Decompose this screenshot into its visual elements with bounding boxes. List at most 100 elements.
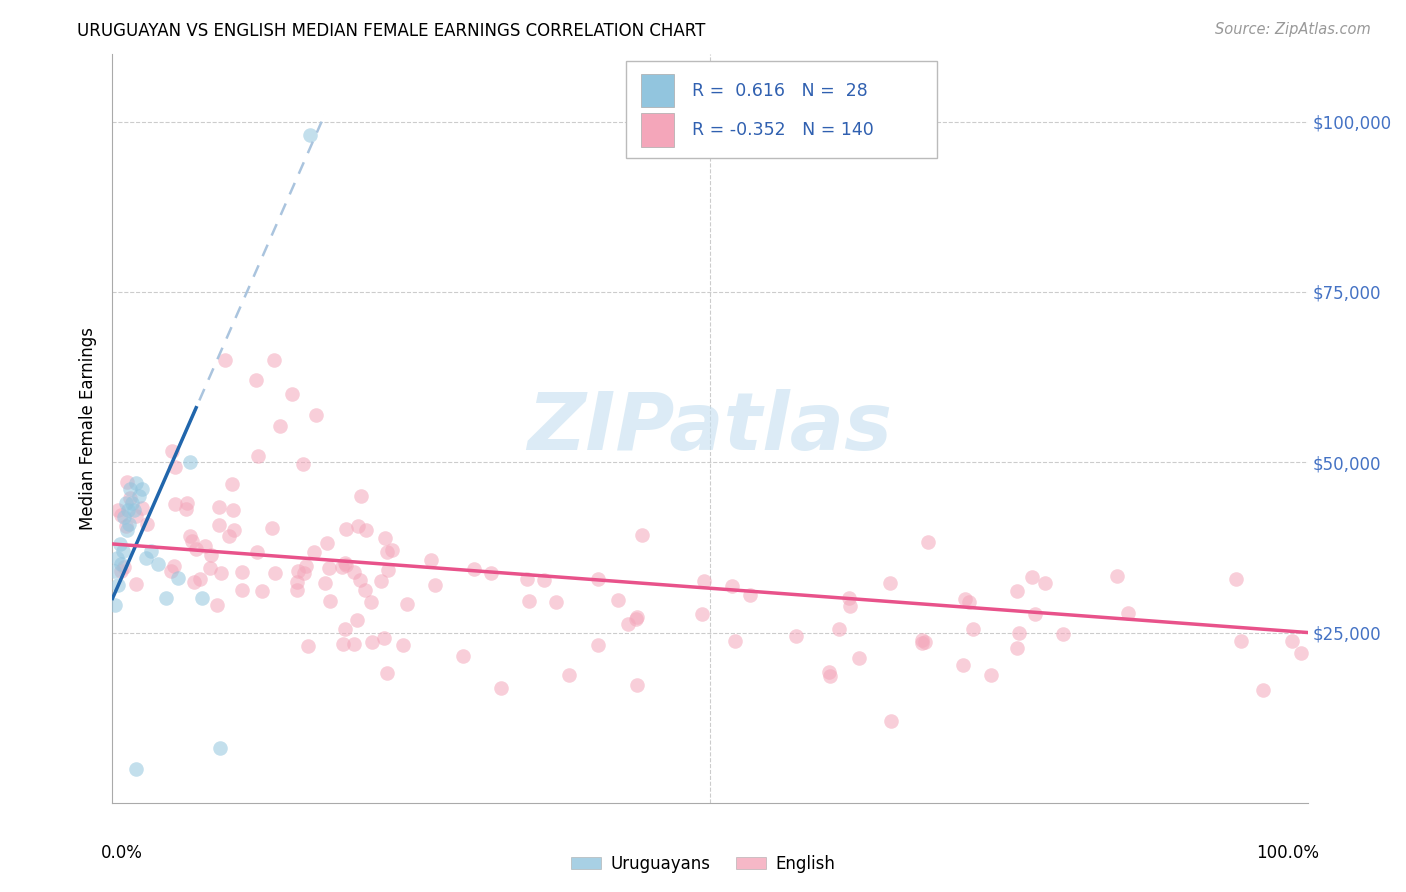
Text: 0.0%: 0.0% (101, 844, 142, 862)
Point (304, 544, 326, 558)
Point (879, 576, 901, 591)
Point (626, 678, 648, 692)
Point (346, 613, 368, 627)
FancyBboxPatch shape (627, 61, 938, 159)
Point (914, 635, 936, 649)
Point (115, 475, 138, 490)
Point (343, 565, 366, 579)
Point (118, 516, 141, 531)
Point (1251, 683, 1274, 698)
Point (724, 633, 747, 648)
Point (108, 537, 131, 551)
Point (120, 483, 142, 497)
Point (245, 374, 267, 388)
Point (163, 497, 186, 511)
Point (911, 633, 934, 648)
Point (318, 561, 340, 575)
Point (839, 599, 862, 614)
Point (115, 524, 138, 538)
Point (1289, 646, 1312, 660)
Point (285, 575, 308, 590)
Point (820, 669, 842, 683)
Point (558, 668, 581, 682)
Point (419, 553, 441, 567)
Point (360, 595, 382, 609)
Point (120, 491, 142, 505)
Point (294, 558, 316, 573)
Point (110, 558, 132, 572)
Point (1005, 641, 1028, 656)
Point (287, 564, 309, 578)
Point (721, 579, 744, 593)
Point (335, 558, 357, 572)
Point (1024, 607, 1046, 622)
Point (489, 681, 512, 696)
Point (1052, 627, 1074, 641)
Point (114, 509, 135, 524)
Point (114, 496, 136, 510)
Point (128, 489, 150, 503)
Point (117, 503, 139, 517)
Point (125, 509, 148, 524)
Point (381, 542, 404, 557)
Point (586, 572, 609, 586)
Point (463, 562, 485, 576)
Point (165, 460, 187, 475)
Point (205, 598, 228, 612)
Point (263, 566, 285, 580)
Point (1021, 570, 1043, 584)
Point (848, 651, 870, 665)
Point (335, 522, 357, 536)
Point (343, 637, 366, 651)
Point (297, 639, 319, 653)
Point (375, 666, 398, 681)
Point (516, 573, 538, 587)
Text: Source: ZipAtlas.com: Source: ZipAtlas.com (1215, 22, 1371, 37)
Point (356, 523, 378, 537)
Point (121, 496, 143, 510)
Point (911, 635, 934, 649)
Point (122, 503, 145, 517)
Point (135, 550, 157, 565)
Point (221, 476, 243, 491)
Point (179, 455, 201, 469)
Point (377, 563, 399, 577)
Point (136, 516, 159, 531)
Point (354, 583, 377, 598)
Point (112, 543, 135, 558)
Point (176, 495, 198, 509)
Text: URUGUAYAN VS ENGLISH MEDIAN FEMALE EARNINGS CORRELATION CHART: URUGUAYAN VS ENGLISH MEDIAN FEMALE EARNI… (77, 22, 706, 40)
Point (333, 623, 356, 637)
Point (224, 523, 246, 537)
Point (131, 483, 153, 497)
Point (176, 501, 198, 516)
Point (332, 637, 354, 651)
Point (155, 591, 177, 606)
Point (370, 574, 392, 588)
Point (194, 539, 217, 553)
Point (110, 508, 132, 523)
Point (250, 583, 273, 598)
Point (395, 597, 418, 611)
Point (105, 550, 128, 565)
Point (828, 622, 851, 636)
Point (346, 519, 368, 533)
Text: R =  0.616   N =  28: R = 0.616 N = 28 (692, 81, 868, 100)
Point (423, 577, 446, 591)
Point (231, 566, 253, 580)
Point (115, 519, 138, 533)
Point (112, 560, 135, 574)
Point (617, 616, 640, 631)
Point (125, 577, 148, 591)
Point (333, 556, 356, 570)
Point (1107, 569, 1129, 583)
Point (247, 449, 270, 463)
Point (360, 635, 382, 649)
Point (183, 574, 205, 589)
Legend: Uruguayans, English: Uruguayans, English (564, 848, 842, 880)
Point (104, 599, 127, 613)
Point (200, 561, 222, 575)
Point (209, 741, 232, 756)
Point (222, 503, 245, 517)
Text: ZIPatlas: ZIPatlas (527, 389, 893, 467)
